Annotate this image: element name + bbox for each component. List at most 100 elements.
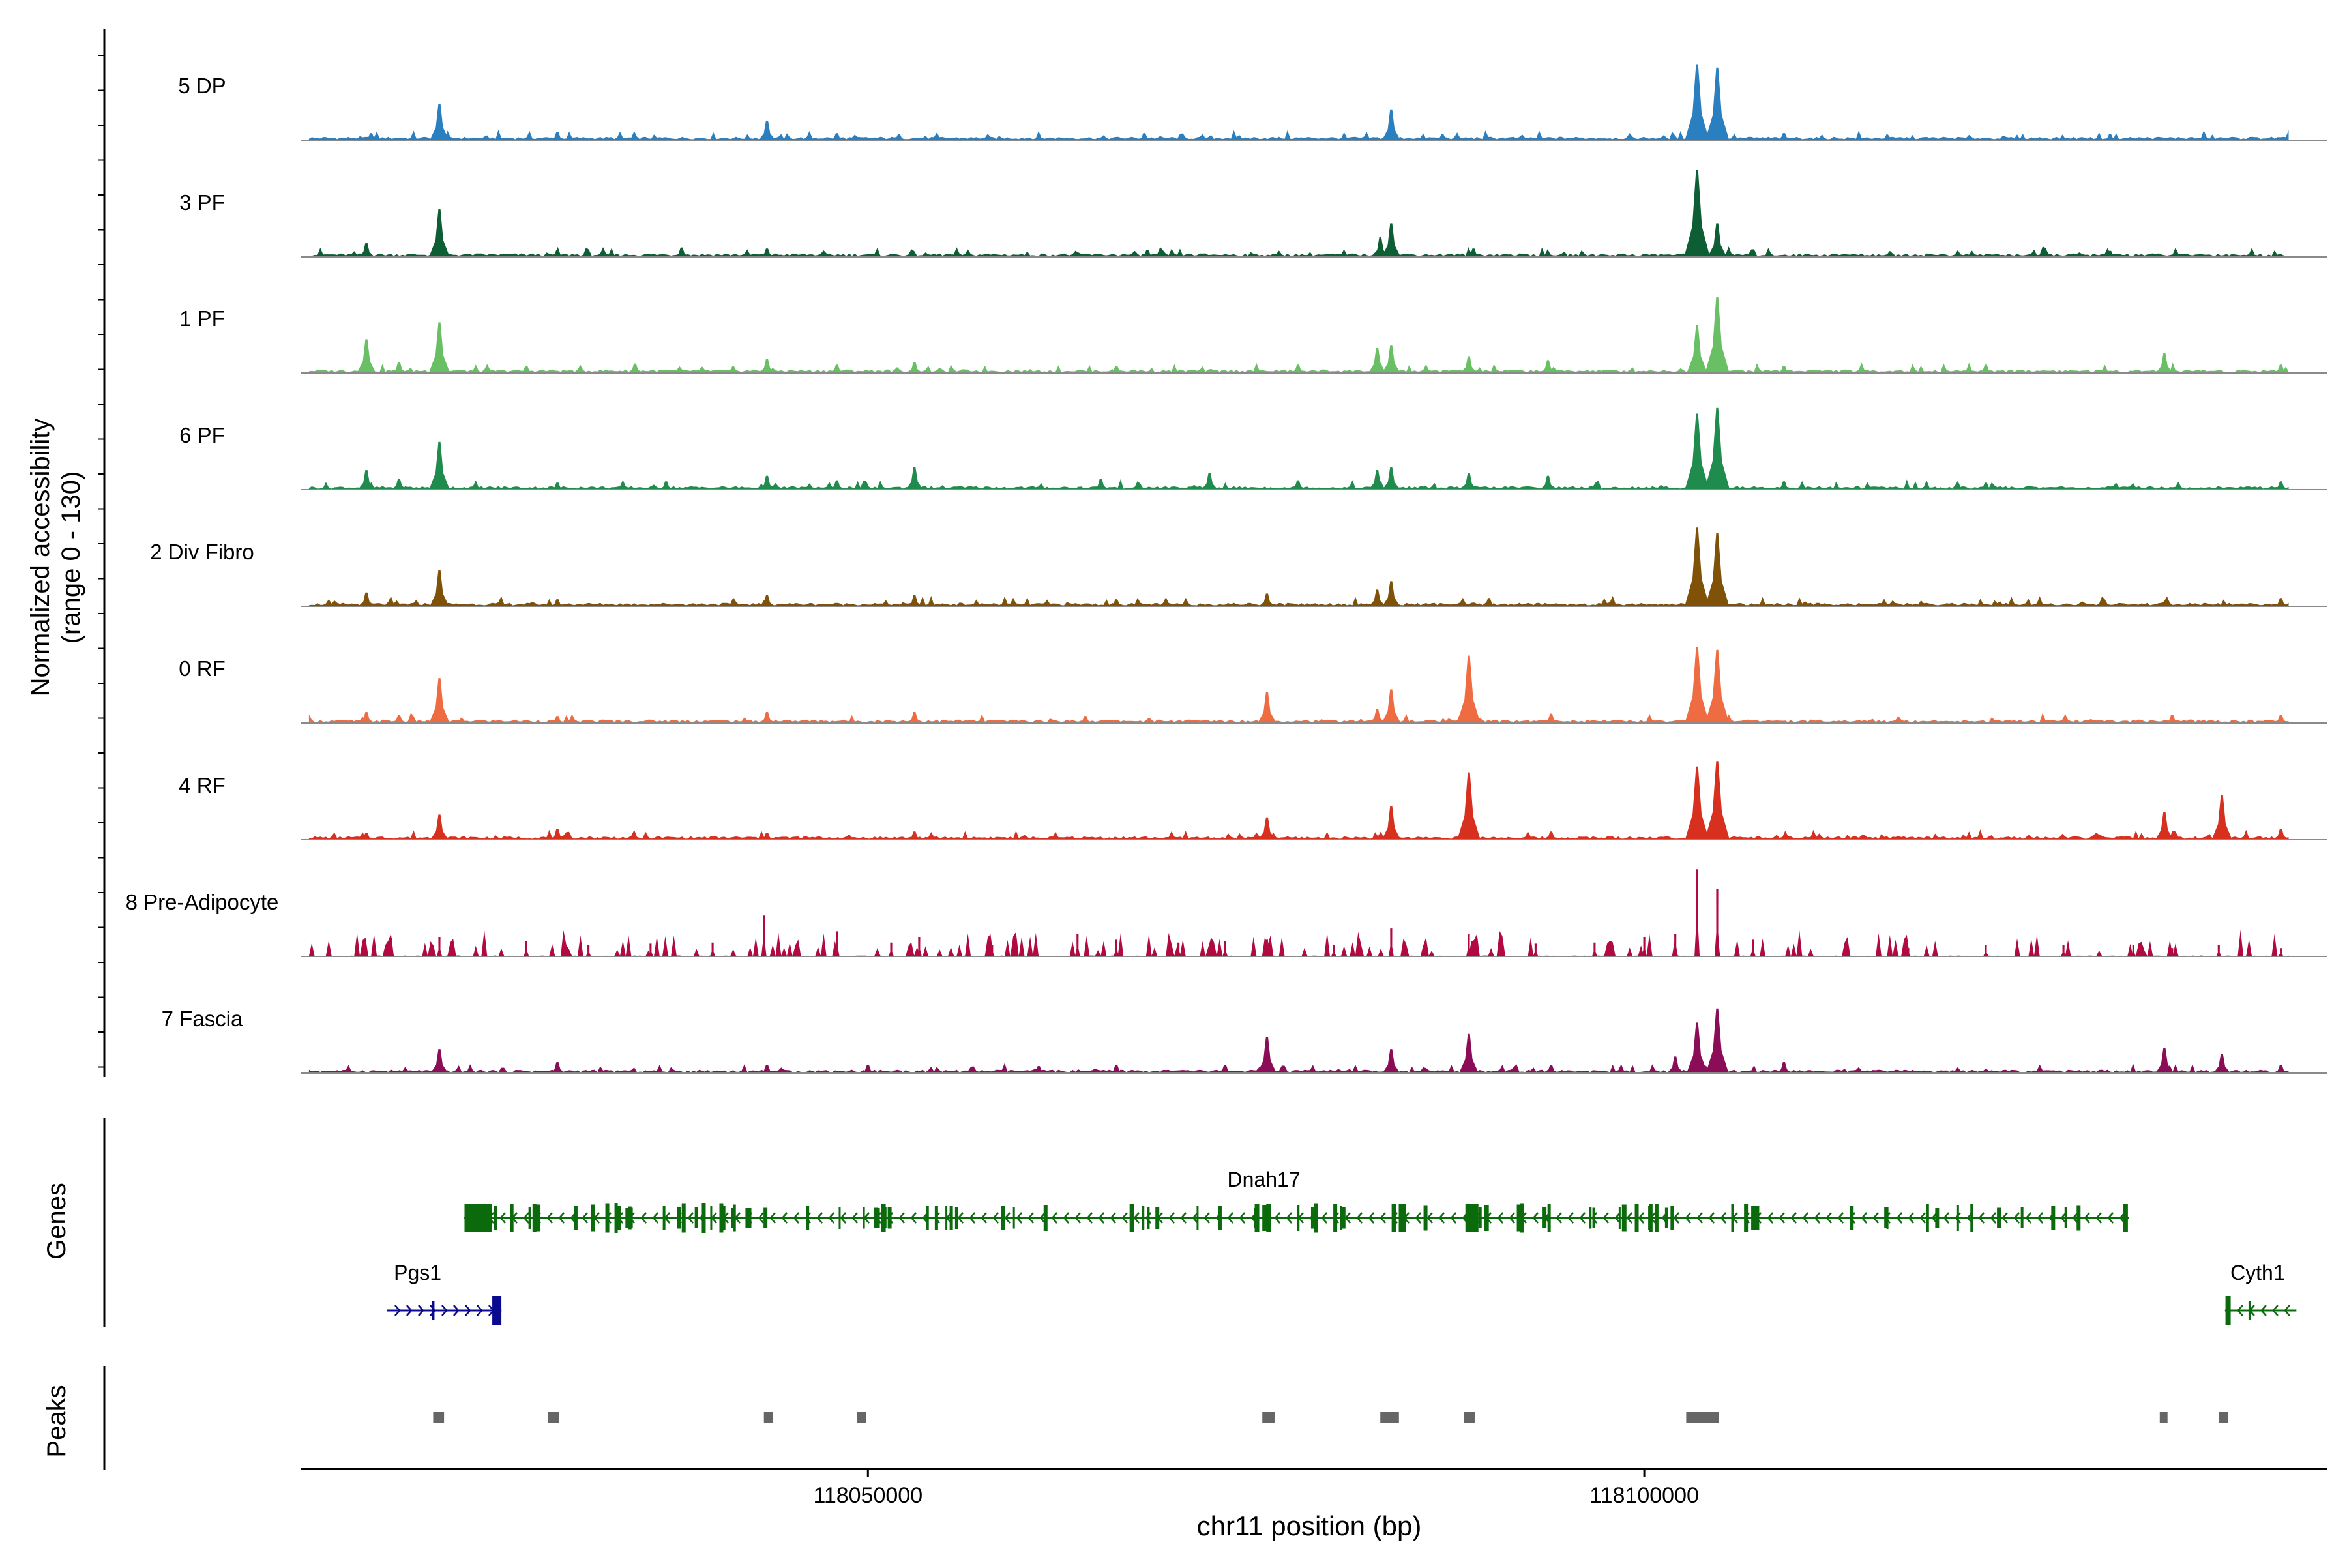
strand-arrow <box>2001 1212 2009 1224</box>
gene-exon <box>625 1208 628 1228</box>
gene-exon <box>719 1203 724 1233</box>
gene-exon <box>677 1207 681 1229</box>
strand-arrow <box>477 1305 483 1316</box>
strand-arrow <box>523 1212 530 1224</box>
y-axis <box>98 29 106 1077</box>
strand-arrow <box>406 1305 413 1316</box>
track-peak <box>1704 407 1730 490</box>
track-peak <box>647 943 653 956</box>
track-peak <box>550 482 565 490</box>
track-peak <box>391 715 407 723</box>
gene-exon <box>934 1206 938 1230</box>
gene-exon <box>1884 1207 1889 1228</box>
strand-arrow <box>2037 1212 2044 1224</box>
gene-exon <box>591 1204 595 1232</box>
gene-exon <box>1635 1207 1638 1229</box>
track-peak <box>1684 170 1710 257</box>
track-peak <box>359 833 374 840</box>
peak-region <box>2219 1412 2228 1423</box>
strand-arrow <box>1685 1212 1692 1224</box>
gene-exon <box>733 1204 736 1232</box>
track-peak <box>1685 647 1709 723</box>
strand-arrow <box>1872 1212 1880 1224</box>
gene-exon <box>1001 1206 1005 1230</box>
track-peak <box>1705 533 1730 606</box>
strand-arrow <box>793 1212 800 1224</box>
track-peak <box>428 322 450 373</box>
gene-exon <box>1745 1204 1748 1232</box>
track-background-coverage <box>308 596 2289 606</box>
gene-exon <box>494 1206 497 1230</box>
strand-arrow <box>1356 1212 1363 1224</box>
track-peak <box>1750 939 1756 956</box>
track-peak <box>1533 943 1539 956</box>
strand-arrow <box>1767 1212 1774 1224</box>
track-peak <box>585 945 591 956</box>
track-6: 0 RF <box>179 647 2327 724</box>
strand-arrow <box>441 1305 448 1316</box>
strand-arrow <box>1908 1212 1915 1224</box>
strand-arrow <box>1074 1212 1082 1224</box>
strand-arrow <box>418 1305 424 1316</box>
track-peak <box>906 595 923 606</box>
gene-exon <box>2248 1301 2251 1320</box>
track-peak <box>1108 599 1125 606</box>
track-peak <box>1776 133 1792 140</box>
strand-arrow <box>1192 1212 1199 1224</box>
gene-exon <box>2225 1296 2231 1325</box>
gene-exon <box>2051 1206 2056 1230</box>
track-peak <box>758 121 776 140</box>
gene-exon <box>1484 1205 1489 1231</box>
peak-region <box>1464 1412 1475 1423</box>
track-peak <box>357 470 376 490</box>
track-peak <box>1672 934 1678 956</box>
track-peak <box>1543 713 1559 723</box>
track-peak <box>1685 766 1709 840</box>
track-background-coverage <box>308 1063 2289 1073</box>
track-peak <box>1290 480 1306 490</box>
strand-arrow <box>1110 1212 1117 1224</box>
track-peak <box>2273 829 2289 840</box>
track-peak <box>1687 325 1707 373</box>
gene-exon <box>1751 1206 1756 1230</box>
strand-arrow <box>652 1212 659 1224</box>
strand-arrow <box>1978 1212 1985 1224</box>
strand-arrow <box>570 1212 577 1224</box>
track-7: 4 RF <box>179 761 2327 840</box>
strand-arrow <box>1450 1212 1457 1224</box>
gene-exon <box>1664 1207 1668 1228</box>
strand-arrow <box>992 1212 999 1224</box>
gene-exon <box>747 1208 752 1228</box>
track-peak <box>860 1065 876 1073</box>
gene-exon <box>574 1206 578 1230</box>
track-peak <box>658 481 674 490</box>
strand-arrow <box>1344 1212 1351 1224</box>
x-axis-title: chr11 position (bp) <box>1197 1511 1422 1541</box>
track-peak <box>1458 1033 1479 1073</box>
gene-exon <box>954 1207 958 1229</box>
gene-exon <box>492 1296 502 1325</box>
track-label: 0 RF <box>179 657 226 681</box>
track-peak <box>1108 1065 1125 1073</box>
gene-exon <box>1129 1204 1134 1232</box>
strand-arrow <box>1098 1212 1105 1224</box>
track-peak <box>524 941 529 956</box>
gene-exon <box>1266 1204 1271 1232</box>
track-label: 5 DP <box>178 74 226 98</box>
track-peak <box>2273 481 2289 490</box>
peak-region <box>1380 1412 1399 1423</box>
track-peak <box>1457 655 1481 723</box>
strand-arrow <box>2095 1212 2103 1224</box>
strand-arrow <box>1943 1212 1950 1224</box>
gene-exon <box>863 1207 865 1229</box>
strand-arrow <box>1509 1212 1516 1224</box>
track-peak <box>1797 942 1803 956</box>
track-peak <box>1685 413 1709 490</box>
track-peak <box>430 104 449 140</box>
strand-arrow <box>1708 1212 1715 1224</box>
strand-arrow <box>1239 1212 1246 1224</box>
track-peak <box>1381 109 1401 140</box>
track-9: 7 Fascia <box>162 1007 2327 1074</box>
track-peak <box>829 133 845 140</box>
track-peak <box>391 479 407 490</box>
